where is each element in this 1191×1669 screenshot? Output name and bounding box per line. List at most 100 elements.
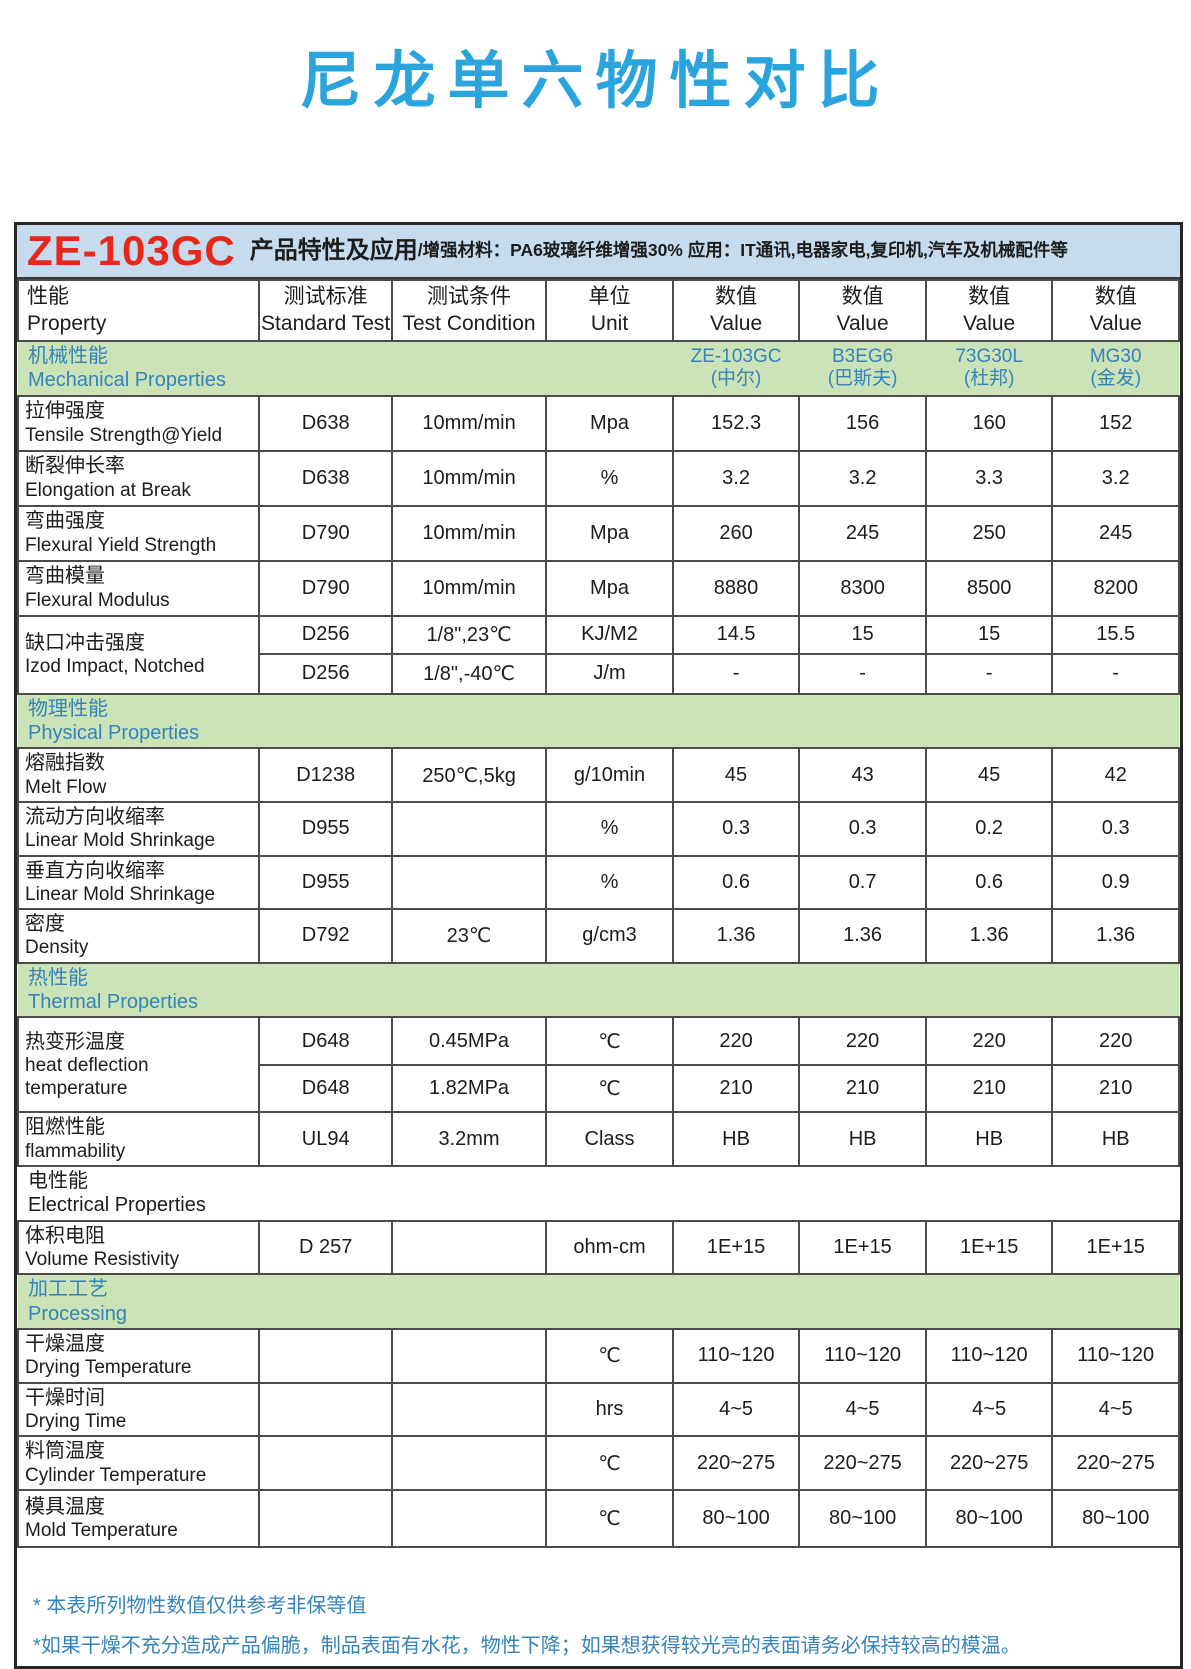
value-cell: 160 [924,394,1054,452]
property-zh: 干燥时间 [25,1386,105,1409]
section-label: 物理性能 Physical Properties [18,692,1179,750]
unit-cell: Mpa [545,559,674,617]
value-cell: 220 [1051,1016,1180,1067]
table-row: D648 1.82MPa ℃ 210 210 210 210 [18,1064,1180,1114]
value-cell: 260 [671,504,801,562]
table-row: 模具温度 Mold Temperature ℃ 80~100 80~100 80~100 8… [16,1488,1180,1548]
value-cell: 42 [1051,747,1180,803]
unit-cell: Mpa [545,394,674,452]
section-label-en: Physical Properties [28,721,200,744]
value-cell: 14.5 [671,614,801,655]
col-header-zh: 数值 [841,285,884,308]
standard-test-cell: UL94 [258,1111,393,1167]
unit-cell: ℃ [545,1064,674,1114]
unit-cell: hrs [545,1381,674,1438]
value-cell: HB [798,1111,927,1167]
col-header-property: 性能 Property [16,279,261,342]
property-cell: 体积电阻 Volume Resistivity [16,1219,261,1276]
property-zh: 料筒温度 [25,1440,105,1463]
value-cell: - [924,652,1054,695]
brand-cell: B3EG6 (巴斯夫) [799,339,926,397]
brand-name: (中尔) [710,368,762,390]
test-condition-cell: 10mm/min [390,559,548,617]
value-cell: - [798,652,927,695]
property-en: flammability [25,1140,126,1162]
property-cell: 垂直方向收缩率 Linear Mold Shrinkage [16,854,261,911]
section-row: 机械性能 Mechanical Properties ZE-103GC (中尔) B3E… [18,339,1179,397]
value-cell: 220~275 [924,1435,1054,1491]
value-cell: 1E+15 [1051,1219,1180,1276]
standard-test-cell: D256 [258,652,393,695]
test-condition-cell: 23℃ [390,908,548,964]
standard-test-cell: D256 [258,614,393,655]
table-row: 料筒温度 Cylinder Temperature ℃ 220~275 220~275 2… [16,1435,1180,1491]
section-label-zh: 加工工艺 [28,1278,108,1301]
property-cell: 熔融指数 Melt Flow [16,747,261,803]
brand-code: MG30 [1089,345,1142,367]
value-cell: 152.3 [671,394,801,452]
value-cell: 1.36 [798,908,927,964]
value-cell: 4~5 [671,1381,801,1438]
property-en: Density [25,937,89,959]
property-en: Linear Mold Shrinkage [25,883,216,905]
test-condition-cell [390,854,548,911]
standard-test-cell: D955 [258,800,393,857]
standard-test-cell: D638 [258,449,393,507]
value-cell: HB [1051,1111,1180,1167]
footnote-line: * 本表所列物性数值仅供参考非保等值 [33,1594,367,1617]
section-label: 热性能 Thermal Properties [18,961,1179,1019]
standard-test-cell: D 257 [258,1219,393,1276]
col-header-value-4: 数值 Value [1051,279,1180,342]
property-zh: 流动方向收缩率 [25,805,165,828]
property-cell: 弯曲模量 Flexural Modulus [16,559,261,617]
value-cell: 1.36 [671,908,801,964]
test-condition-cell: 250℃,5kg [390,747,548,803]
value-cell: 220~275 [671,1435,801,1491]
product-desc-detail: /增强材料：PA6玻璃纤维增强30% 应用：IT通讯,电器家电,复印机,汽车及机… [417,240,1068,261]
property-cell: 拉伸强度 Tensile Strength@Yield [16,394,261,452]
value-cell: 210 [671,1064,801,1114]
property-cell: 热变形温度 heat deflection temperature [16,1016,261,1114]
value-cell: 3.2 [798,449,927,507]
value-cell: HB [671,1111,801,1167]
product-code: ZE-103GC [27,227,236,274]
value-cell: 3.2 [671,449,801,507]
value-cell: 0.7 [798,854,927,911]
col-header-en: Value [709,312,763,336]
col-header-en: Property [27,312,107,336]
property-zh: 体积电阻 [25,1224,105,1247]
table-row: 干燥温度 Drying Temperature ℃ 110~120 110~120 110… [16,1328,1180,1384]
value-cell: 8500 [924,559,1054,617]
value-cell: 4~5 [798,1381,927,1438]
value-cell: 1E+15 [671,1219,801,1276]
table-row: 密度 Density D792 23℃ g/cm3 1.36 1.36 1.36 1.36 [16,908,1180,964]
col-header-zh: 数值 [968,285,1011,308]
brand-name: (杜邦) [963,368,1015,390]
col-header-test-condition: 测试条件 Test Condition [390,279,548,342]
unit-cell: Class [545,1111,674,1167]
property-en: Linear Mold Shrinkage [25,830,216,852]
property-en: Cylinder Temperature [25,1464,207,1486]
value-cell: 1E+15 [924,1219,1054,1276]
value-cell: 3.2 [1051,449,1180,507]
property-en: Drying Temperature [25,1357,192,1379]
property-en: Melt Flow [25,776,107,798]
value-cell: 80~100 [798,1488,927,1548]
test-condition-cell [390,1328,548,1384]
unit-cell: KJ/M2 [545,614,674,655]
standard-test-cell: D648 [258,1016,393,1067]
test-condition-cell [390,1435,548,1491]
table-row: D256 1/8",-40℃ J/m - - - - [18,652,1180,695]
table-row: 垂直方向收缩率 Linear Mold Shrinkage D955% 0.6 0.7 0… [16,854,1180,911]
standard-test-cell [258,1435,393,1491]
table-row: 干燥时间 Drying Time hrs 4~5 4~5 4~5 4~5 [16,1381,1180,1438]
value-cell: - [1051,652,1180,695]
value-cell: 1E+15 [798,1219,927,1276]
product-desc-title: 产品特性及应用 [249,237,418,264]
standard-test-cell: D955 [258,854,393,911]
value-cell: 0.3 [1051,800,1180,857]
property-zh: 弯曲强度 [25,510,105,533]
value-cell: 0.2 [924,800,1054,857]
property-cell: 干燥温度 Drying Temperature [16,1328,261,1384]
property-zh: 干燥温度 [25,1333,105,1356]
